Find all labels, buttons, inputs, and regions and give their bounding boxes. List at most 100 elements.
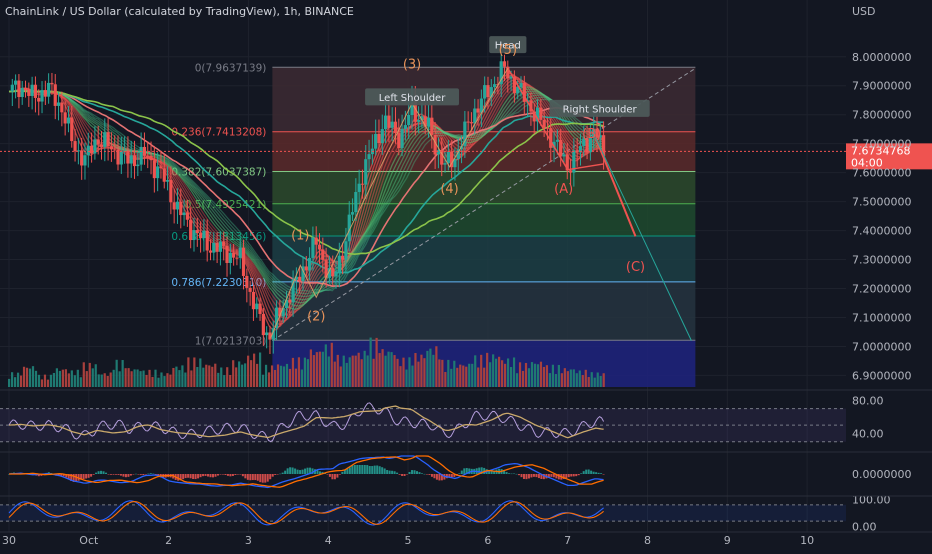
volume-bar bbox=[157, 377, 160, 387]
candle-body bbox=[410, 99, 414, 116]
macd-histogram-bar bbox=[460, 470, 463, 474]
volume-bar bbox=[264, 364, 268, 387]
time-axis[interactable]: 30 Oct 2 3 4 5 6 7 8 9 10 bbox=[2, 534, 814, 547]
candle-body bbox=[50, 82, 54, 85]
candle-body bbox=[492, 84, 497, 88]
candle-body bbox=[595, 128, 599, 138]
volume-bar bbox=[82, 362, 85, 387]
macd-histogram-bar bbox=[112, 474, 115, 475]
macd-histogram-bar bbox=[127, 474, 130, 477]
candle-body bbox=[476, 108, 480, 113]
candle-body bbox=[192, 230, 196, 241]
macd-histogram-bar bbox=[505, 472, 508, 474]
fib-zone bbox=[272, 171, 696, 204]
candle-body bbox=[129, 155, 133, 164]
volume-bar bbox=[351, 355, 354, 387]
macd-histogram-bar bbox=[425, 474, 428, 475]
volume-bar bbox=[483, 367, 486, 387]
macd-histogram-bar bbox=[62, 474, 65, 477]
macd-histogram-bar bbox=[363, 465, 366, 474]
macd-histogram-bar bbox=[366, 465, 369, 474]
volume-bar bbox=[184, 372, 187, 387]
macd-histogram-bar bbox=[179, 474, 182, 481]
price-tick-label: 7.9000000 bbox=[852, 80, 912, 93]
volume-bar bbox=[444, 371, 447, 387]
macd-histogram-bar bbox=[311, 468, 314, 474]
macd-histogram-bar bbox=[67, 474, 70, 480]
candle-body bbox=[519, 83, 523, 88]
macd-histogram-bar bbox=[326, 474, 329, 475]
macd-histogram-bar bbox=[592, 471, 595, 474]
wave-label: (5) bbox=[499, 43, 517, 58]
candle-body bbox=[469, 122, 474, 124]
volume-bar bbox=[133, 369, 136, 387]
volume-bar bbox=[31, 366, 35, 387]
macd-histogram-bar bbox=[420, 473, 423, 474]
candle-body bbox=[350, 212, 355, 215]
candle-body bbox=[152, 160, 156, 179]
candle-body bbox=[483, 85, 487, 99]
macd-histogram-bar bbox=[189, 474, 192, 479]
volume-bar bbox=[52, 372, 56, 387]
volume-bar bbox=[501, 360, 504, 387]
rsi-ma-line bbox=[8, 405, 604, 439]
price-axis[interactable]: 8.0000000 7.9000000 7.8000000 7.7000000 7.60… bbox=[0, 51, 932, 533]
candle-body bbox=[294, 276, 298, 280]
macd-histogram-bar bbox=[361, 465, 364, 474]
candle-body bbox=[70, 117, 74, 142]
candle-body bbox=[109, 146, 114, 150]
candle-body bbox=[53, 84, 57, 106]
macd-histogram-bar bbox=[276, 474, 279, 475]
candle-body bbox=[456, 149, 460, 159]
price-tick-label: 7.7000000 bbox=[852, 138, 912, 151]
macd-histogram-bar bbox=[597, 472, 600, 474]
elliott-wave-drawing[interactable]: Left Shoulder Head Right Shoulder (1) (2) (3)… bbox=[270, 36, 692, 341]
macd-histogram-bar bbox=[535, 474, 538, 478]
candle-body bbox=[40, 90, 44, 102]
volume-bar bbox=[405, 369, 408, 387]
candle-body bbox=[344, 241, 348, 260]
macd-histogram-bar bbox=[309, 467, 312, 474]
volume-bar bbox=[46, 379, 50, 387]
volume-bar bbox=[270, 365, 274, 387]
macd-histogram-bar bbox=[453, 474, 456, 477]
volume-bar bbox=[503, 363, 507, 387]
candle-body bbox=[555, 139, 559, 142]
candle-body bbox=[489, 87, 493, 98]
macd-histogram-bar bbox=[525, 474, 528, 480]
macd-histogram-bar bbox=[328, 474, 331, 477]
candle-body bbox=[235, 257, 239, 259]
macd-histogram-bar bbox=[338, 474, 341, 475]
wave-label: (C) bbox=[626, 260, 645, 275]
macd-histogram-bar bbox=[137, 474, 140, 475]
candle-body bbox=[119, 151, 123, 165]
candle-body bbox=[106, 132, 110, 147]
price-tick-label: 8.0000000 bbox=[852, 51, 912, 64]
volume-bar bbox=[232, 360, 235, 387]
volume-bar bbox=[55, 368, 59, 387]
rsi-tick-label: 40.00 bbox=[852, 427, 884, 440]
volume-bar bbox=[136, 369, 139, 387]
candle-body bbox=[552, 141, 556, 148]
macd-histogram-bar bbox=[413, 470, 416, 474]
candle-body bbox=[136, 164, 140, 167]
abc-wave-line bbox=[507, 67, 604, 171]
candle-body bbox=[225, 245, 229, 263]
macd-histogram-bar bbox=[224, 474, 227, 475]
volume-bar bbox=[199, 358, 202, 387]
macd-histogram-bar bbox=[92, 474, 95, 475]
candle-body bbox=[179, 201, 183, 216]
candle-body bbox=[331, 268, 335, 277]
macd-histogram-bar bbox=[373, 465, 376, 474]
volume-bar bbox=[244, 363, 247, 387]
volume-bar bbox=[25, 367, 29, 387]
candle-body bbox=[397, 133, 401, 149]
candle-body bbox=[198, 233, 203, 239]
macd-histogram-bar bbox=[515, 473, 518, 475]
volume-bar bbox=[321, 351, 324, 387]
macd-histogram-bar bbox=[154, 474, 157, 475]
volume-bar bbox=[375, 337, 378, 387]
volume-bar bbox=[596, 372, 599, 387]
